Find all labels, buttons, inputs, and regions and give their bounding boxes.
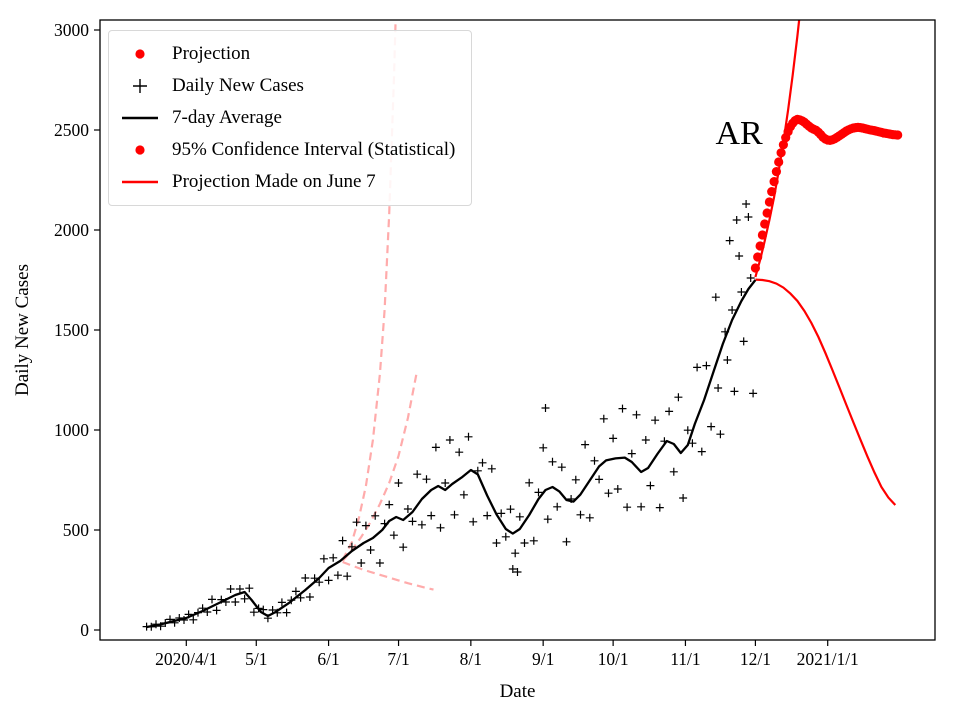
projection-dots — [750, 114, 903, 273]
y-axis-label: Daily New Cases — [12, 264, 33, 396]
x-tick-label: 9/1 — [532, 649, 554, 669]
daily-cases-scatter — [142, 200, 758, 631]
x-tick-label: 7/1 — [387, 649, 409, 669]
x-tick-label: 12/1 — [740, 649, 771, 669]
legend-item-7-day-average: 7-day Average — [117, 102, 455, 134]
y-tick-label: 1000 — [54, 420, 89, 440]
x-tick-label: 10/1 — [598, 649, 629, 669]
x-tick-label: 8/1 — [460, 649, 482, 669]
y-tick-label: 1500 — [54, 320, 89, 340]
y-tick-label: 3000 — [54, 20, 89, 40]
legend-item-projection: Projection — [117, 38, 455, 70]
red-dot-icon — [117, 139, 163, 161]
legend-label-june7-projection: Projection Made on June 7 — [172, 171, 376, 192]
black-line-icon — [117, 107, 163, 129]
x-tick-label: 2021/1/1 — [797, 649, 859, 669]
y-tick-label: 0 — [80, 620, 89, 640]
legend-item-june7-projection: Projection Made on June 7 — [117, 166, 455, 198]
plot-series — [142, 20, 903, 631]
x-tick-label: 6/1 — [317, 649, 339, 669]
y-tick-label: 2000 — [54, 220, 89, 240]
legend-label-7-day-average: 7-day Average — [172, 107, 282, 128]
red-line-icon — [117, 171, 163, 193]
legend-item-daily-new-cases: Daily New Cases — [117, 70, 455, 102]
red-dot-icon — [117, 43, 163, 65]
legend-label-confidence-interval: 95% Confidence Interval (Statistical) — [172, 139, 456, 160]
x-tick-label: 5/1 — [245, 649, 267, 669]
x-axis-label: Date — [500, 681, 536, 702]
y-tick-label: 2500 — [54, 120, 89, 140]
x-tick-label: 11/1 — [670, 649, 700, 669]
annotation-ar: AR — [715, 115, 763, 152]
ci-lower-line — [755, 278, 897, 506]
x-tick-label: 2020/4/1 — [155, 649, 217, 669]
legend-item-confidence-interval: 95% Confidence Interval (Statistical) — [117, 134, 455, 166]
legend-label-daily-new-cases: Daily New Cases — [172, 75, 304, 96]
june7-projection-lower-line — [342, 560, 434, 591]
legend: Projection Daily New Cases 7-day Average… — [108, 30, 473, 206]
y-axis-ticks: 0 500 1000 1500 2000 2500 3000 — [54, 20, 100, 640]
plus-marker-icon — [117, 75, 163, 97]
y-tick-label: 500 — [63, 520, 90, 540]
legend-label-projection: Projection — [172, 43, 251, 64]
june7-projection-center-line — [341, 369, 419, 562]
x-axis-ticks: 2020/4/1 5/1 6/1 7/1 8/1 9/1 10/1 11/1 12/1 2021/… — [155, 640, 859, 669]
